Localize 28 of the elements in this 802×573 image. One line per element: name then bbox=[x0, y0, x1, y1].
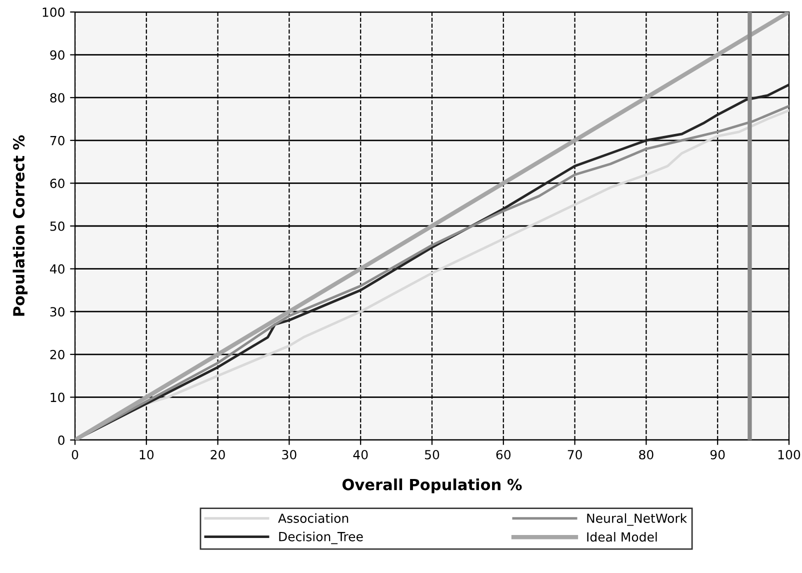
y-tick-label: 10 bbox=[50, 392, 64, 402]
y-tick-label: 30 bbox=[50, 307, 64, 317]
y-tick-label: 20 bbox=[50, 350, 64, 360]
x-tick-label: 20 bbox=[210, 450, 225, 460]
y-tick-label: 100 bbox=[42, 7, 64, 17]
x-tick-label: 90 bbox=[710, 450, 725, 460]
x-tick-label: 0 bbox=[72, 450, 78, 460]
y-tick-label: 70 bbox=[50, 136, 64, 146]
legend-label: Neural_NetWork bbox=[587, 513, 688, 526]
x-tick-label: 40 bbox=[353, 450, 368, 460]
legend-label: Decision_Tree bbox=[279, 532, 363, 544]
x-tick-label: 10 bbox=[140, 450, 154, 460]
y-tick-label: 40 bbox=[50, 264, 64, 274]
y-tick-label: 60 bbox=[50, 178, 64, 188]
x-tick-label: 80 bbox=[639, 450, 654, 460]
x-tick-label: 70 bbox=[568, 450, 582, 460]
y-tick-label: 0 bbox=[58, 435, 64, 445]
x-tick-label: 30 bbox=[282, 450, 296, 460]
x-axis-title: Overall Population % bbox=[342, 478, 522, 494]
x-tick-label: 50 bbox=[425, 450, 440, 460]
y-tick-label: 50 bbox=[50, 221, 64, 231]
x-tick-label: 60 bbox=[496, 450, 511, 460]
x-tick-label: 100 bbox=[778, 450, 800, 460]
legend-label: Ideal Model bbox=[587, 532, 657, 542]
legend-label: Association bbox=[278, 513, 348, 523]
y-axis-title: Population Correct % bbox=[12, 135, 28, 316]
y-tick-label: 80 bbox=[50, 93, 64, 103]
y-tick-label: 90 bbox=[50, 50, 64, 60]
